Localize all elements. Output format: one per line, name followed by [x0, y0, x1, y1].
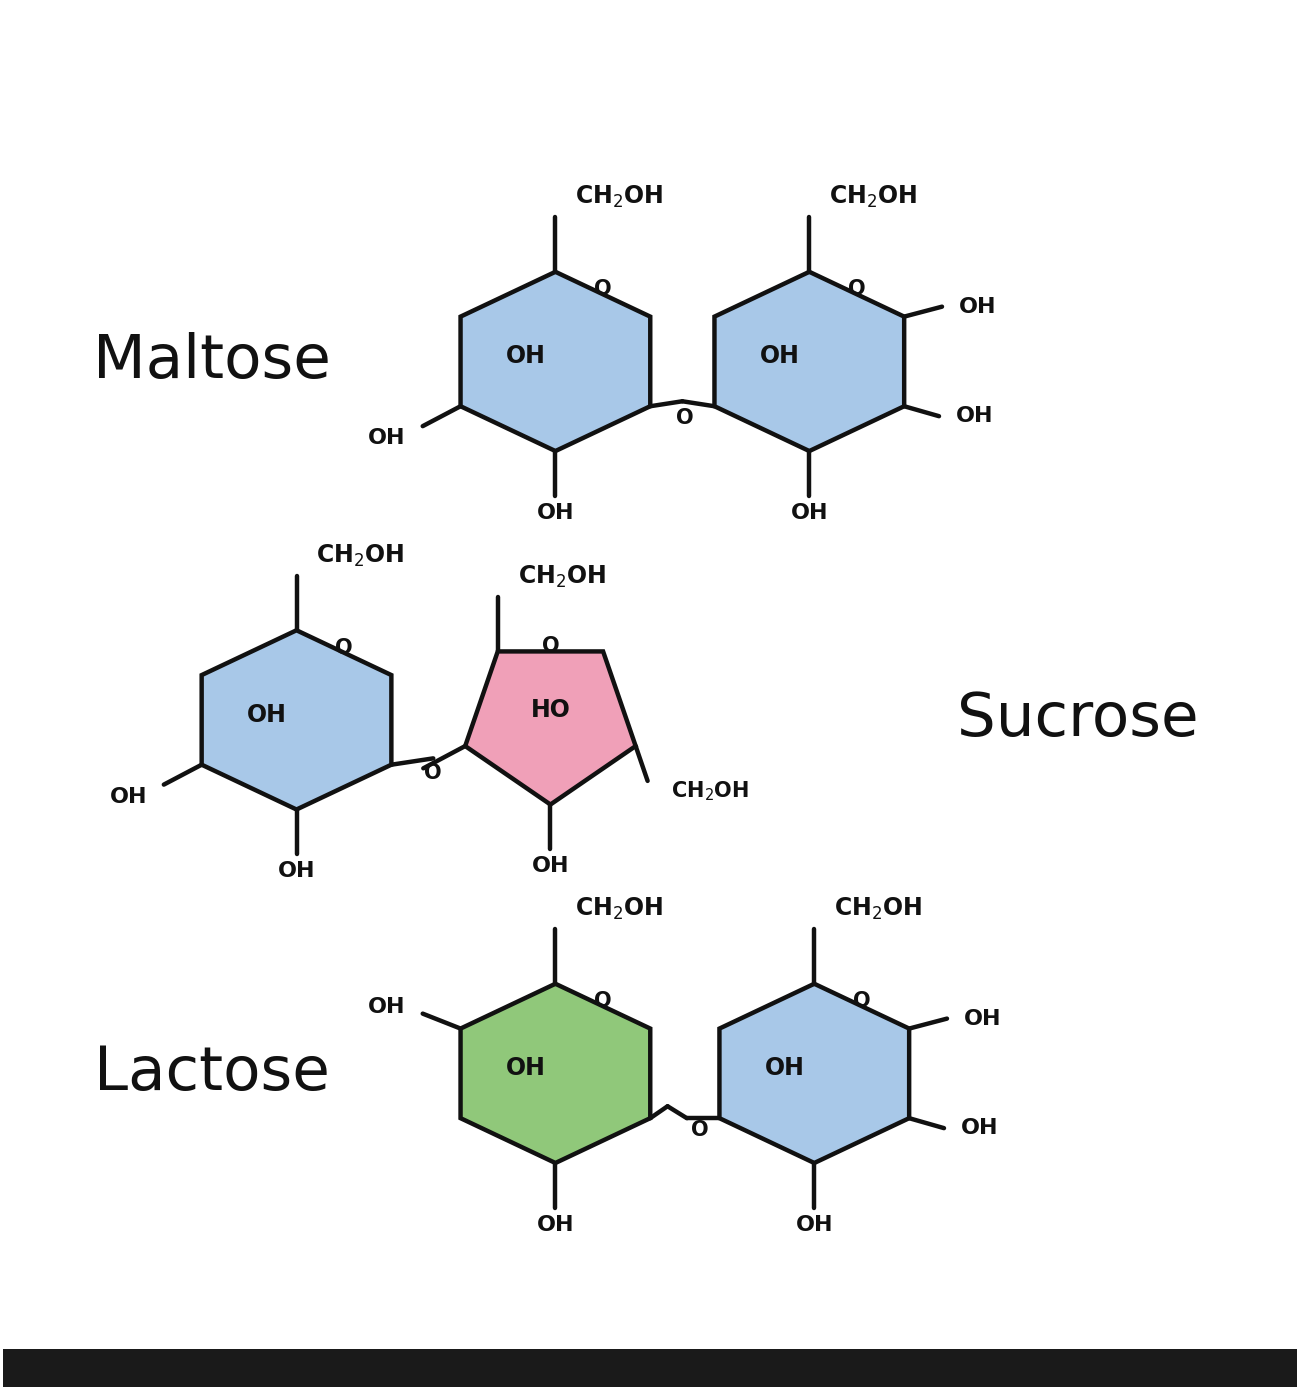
Text: CH$_2$OH: CH$_2$OH: [835, 897, 923, 922]
Text: Lactose: Lactose: [94, 1044, 330, 1102]
Text: Maltose: Maltose: [92, 332, 330, 391]
Text: OH: OH: [247, 703, 286, 727]
Text: OH: OH: [961, 1118, 998, 1138]
Polygon shape: [202, 630, 391, 809]
Text: OH: OH: [368, 997, 406, 1016]
Text: HO: HO: [530, 698, 571, 721]
Polygon shape: [465, 652, 636, 805]
Text: CH$_2$OH: CH$_2$OH: [576, 183, 663, 210]
Text: CH$_2$OH: CH$_2$OH: [576, 897, 663, 922]
Text: CH$_2$OH: CH$_2$OH: [517, 563, 606, 589]
Text: O: O: [848, 279, 866, 299]
Text: OH: OH: [790, 503, 828, 523]
Text: O: O: [542, 637, 559, 656]
Text: O: O: [335, 638, 352, 657]
Text: O: O: [853, 991, 871, 1011]
Text: O: O: [594, 279, 611, 299]
Text: Sucrose: Sucrose: [957, 691, 1199, 749]
Bar: [3, 1350, 1297, 1387]
Text: OH: OH: [532, 856, 569, 876]
Text: OH: OH: [796, 1215, 833, 1234]
Text: OH: OH: [956, 406, 993, 427]
Text: OH: OH: [506, 1056, 546, 1080]
Text: OH: OH: [368, 428, 406, 448]
Text: OH: OH: [537, 1215, 575, 1234]
Text: OH: OH: [963, 1009, 1001, 1029]
Text: CH$_2$OH: CH$_2$OH: [316, 542, 404, 569]
Text: O: O: [425, 763, 442, 784]
Text: OH: OH: [278, 862, 316, 881]
Text: CH$_2$OH: CH$_2$OH: [671, 778, 749, 802]
Text: CH$_2$OH: CH$_2$OH: [829, 183, 918, 210]
Polygon shape: [715, 272, 905, 450]
Text: OH: OH: [764, 1056, 805, 1080]
Text: OH: OH: [109, 787, 147, 806]
Text: O: O: [594, 991, 611, 1011]
Text: OH: OH: [537, 503, 575, 523]
Polygon shape: [460, 984, 650, 1163]
Polygon shape: [719, 984, 909, 1163]
Text: OH: OH: [759, 345, 800, 368]
Text: O: O: [676, 409, 693, 428]
Polygon shape: [460, 272, 650, 450]
Text: OH: OH: [959, 296, 996, 317]
Text: O: O: [692, 1120, 708, 1140]
Text: OH: OH: [506, 345, 546, 368]
